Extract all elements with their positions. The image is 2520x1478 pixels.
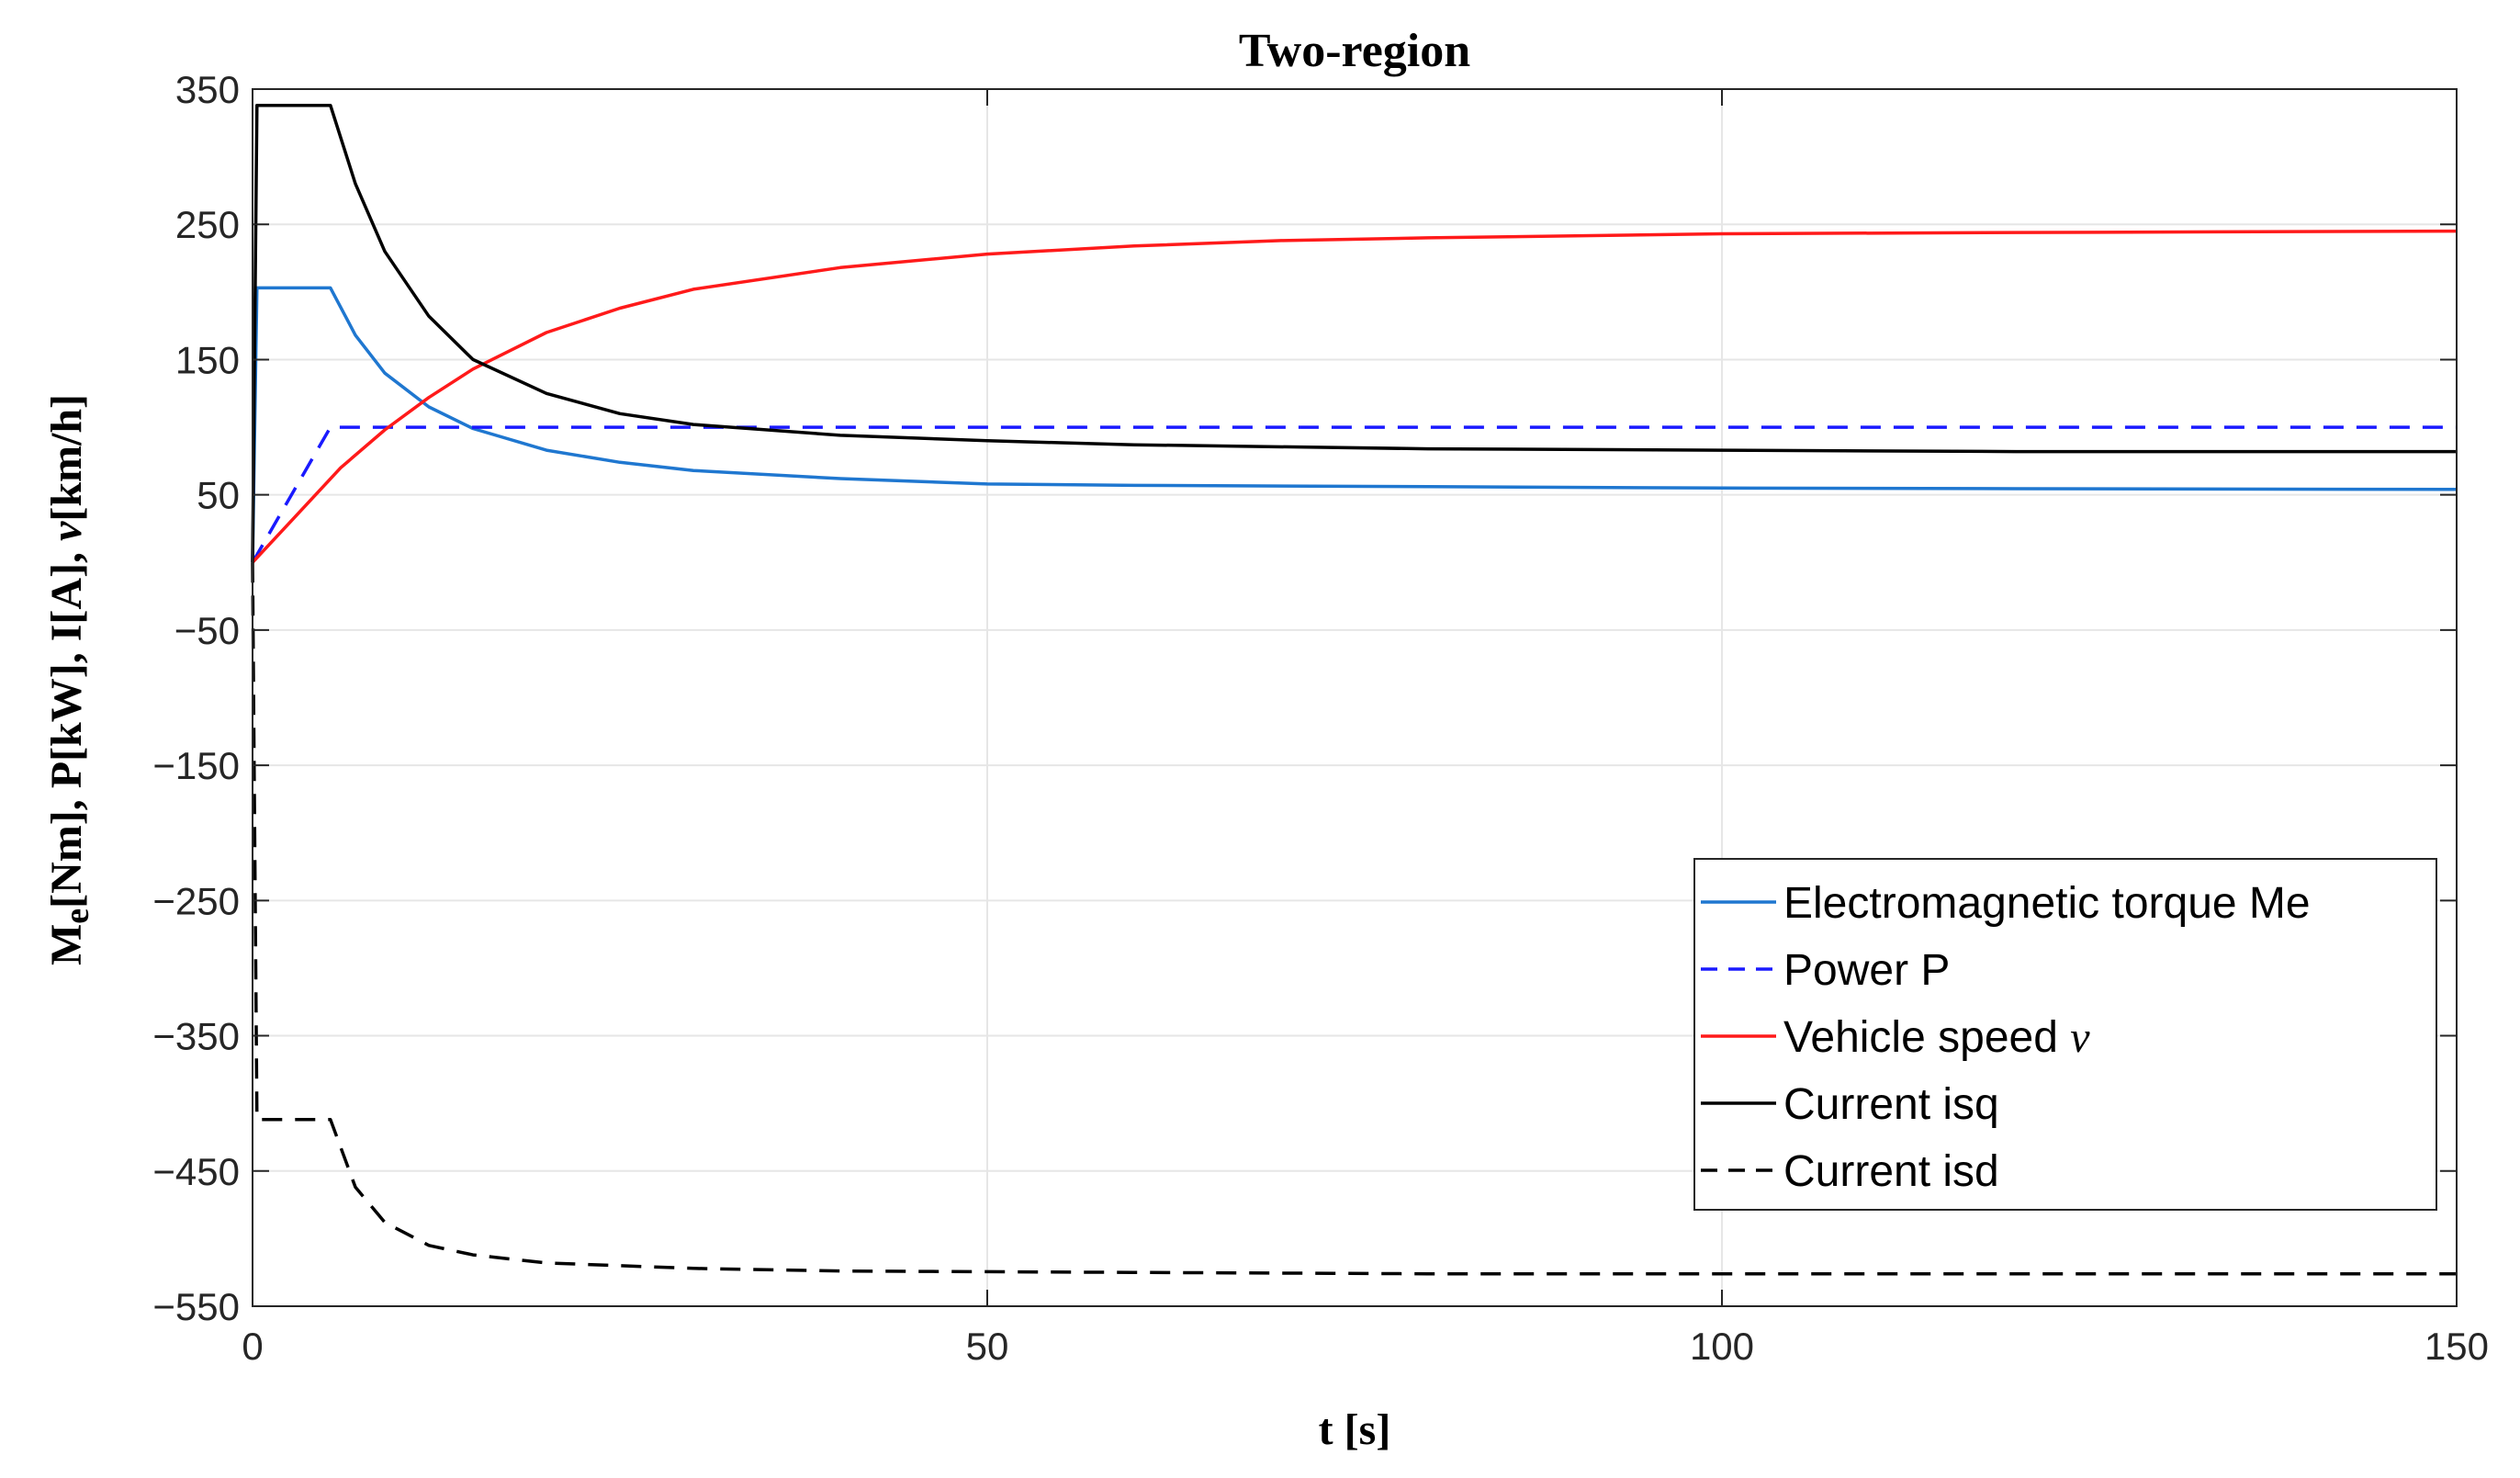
y-tick-label-7: −350 [152,1015,240,1058]
legend-label-1: Power P [1783,946,1950,995]
x-tick-label-3: 150 [2424,1325,2489,1368]
legend-label-3: Current isq [1783,1080,1999,1129]
y-tick-label-4: −50 [174,609,240,652]
series-line-2 [251,229,2458,564]
y-tick-label-8: −450 [152,1150,240,1193]
x-tick-label-1: 50 [966,1325,1009,1368]
series-layer [251,103,2458,1276]
legend-label-text-0: Electromagnetic torque Me [1783,879,2311,928]
legend-label-text-1: Power P [1783,946,1950,995]
y-tick-label-1: 250 [175,203,240,246]
y-axis-label: Me[Nm], P[kW], I[A], ν[km/h] [42,394,96,965]
y-tick-label-9: −550 [152,1285,240,1328]
plot-frame [252,88,2458,1307]
series-line-4 [251,562,2457,1276]
y-axis-label-sub: e [58,908,96,924]
y-axis-label-speed-unit: [km/h] [42,394,91,522]
chart-title: Two-region [1239,25,1470,77]
y-tick-label-3: 50 [197,474,240,517]
series-line-3 [251,103,2457,563]
series-line-0 [251,286,2458,563]
y-axis-label-units: [Nm], P[kW], I[A], [42,541,91,908]
series-line-1 [251,425,2457,564]
x-tick-label-0: 0 [242,1325,263,1368]
y-tick-label-6: −250 [152,879,240,922]
y-axis-label-nu: ν [42,521,91,541]
ticks-layer: 0 50 100 150 350 250 150 50 −50 −150 −250 −350 −450 −… [152,68,2489,1368]
legend-label-text-2: Vehicle speed [1783,1013,2070,1062]
y-tick-label-0: 350 [175,68,240,111]
legend-label-text-3: Current isq [1783,1080,1999,1129]
x-tick-label-2: 100 [1690,1325,1754,1368]
legend-label-symbol-2: ν [2070,1013,2090,1062]
y-tick-label-2: 150 [175,338,240,381]
x-axis-label: t [s] [1319,1405,1391,1454]
axes-layer [252,88,2458,1307]
legend-label-text-4: Current isd [1783,1147,1999,1196]
legend-label-4: Current isd [1783,1147,1999,1196]
y-axis-label-m: M [42,924,91,965]
legend-box [1693,858,2437,1211]
legend-label-2: Vehicle speed ν [1783,1013,2090,1062]
legend-items: Electromagnetic torque Me Power P Vehicle … [1701,879,2311,1196]
y-tick-label-5: −150 [152,744,240,787]
legend-label-0: Electromagnetic torque Me [1783,879,2311,928]
legend: Electromagnetic torque Me Power P Vehicle … [1693,858,2437,1211]
